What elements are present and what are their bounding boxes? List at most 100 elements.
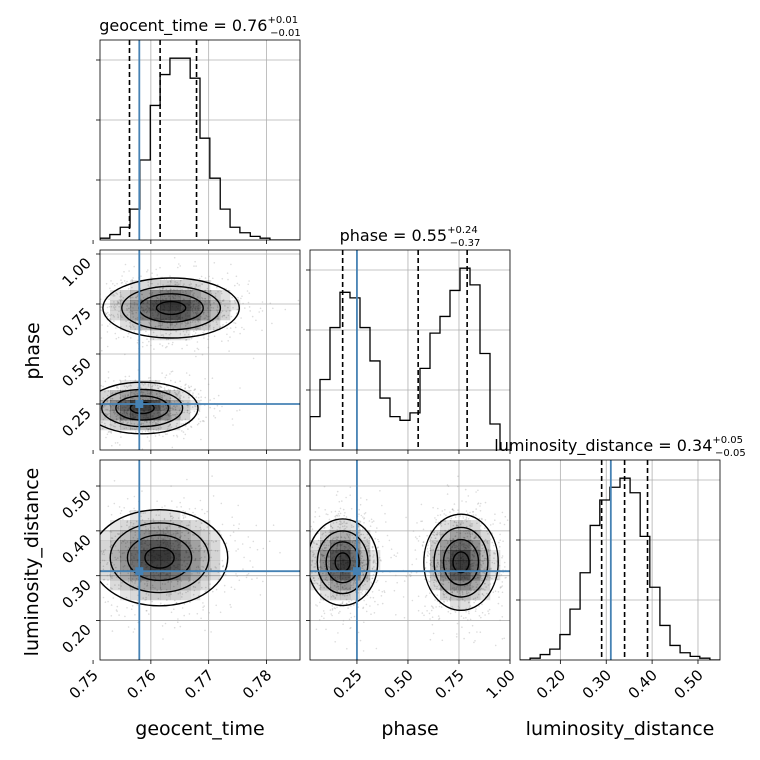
scatter-point [115, 292, 117, 294]
scatter-point [481, 517, 483, 520]
scatter-point [371, 545, 374, 548]
scatter-point [197, 422, 200, 425]
scatter-point [109, 530, 111, 533]
scatter-point [366, 538, 368, 541]
scatter-point [345, 588, 347, 590]
scatter-point [225, 310, 228, 313]
scatter-point [144, 599, 146, 601]
scatter-point [216, 309, 218, 311]
scatter-point [156, 297, 158, 299]
scatter-point [176, 422, 178, 425]
scatter-point [384, 512, 386, 515]
scatter-point [438, 532, 441, 534]
density-cell [100, 540, 111, 551]
scatter-point [136, 538, 139, 540]
scatter-point [295, 532, 297, 534]
scatter-point [121, 316, 123, 319]
scatter-point [188, 508, 191, 510]
scatter-point [128, 525, 131, 528]
scatter-point [239, 332, 241, 335]
scatter-point [111, 444, 113, 447]
density-cell [190, 560, 201, 571]
scatter-point [164, 419, 167, 422]
scatter-point [109, 319, 112, 321]
scatter-point [176, 323, 178, 325]
scatter-point [169, 423, 171, 426]
scatter-point [353, 537, 355, 539]
scatter-point [118, 506, 121, 508]
density-cell [340, 580, 351, 591]
scatter-point [336, 585, 339, 588]
scatter-point [159, 386, 162, 388]
scatter-point [93, 386, 95, 388]
scatter-point [127, 394, 129, 397]
scatter-point [170, 323, 173, 326]
density-cell [170, 290, 181, 301]
scatter-point [341, 522, 344, 525]
scatter-point [323, 526, 326, 529]
scatter-point [179, 380, 181, 383]
scatter-point [469, 587, 472, 589]
scatter-point [160, 602, 162, 605]
scatter-point [363, 513, 366, 515]
scatter-point [219, 410, 221, 412]
scatter-point [66, 311, 68, 313]
scatter-point [189, 411, 192, 414]
scatter-point [155, 514, 158, 516]
scatter-point [117, 390, 119, 392]
scatter-point [166, 345, 168, 348]
density-cell [490, 570, 501, 581]
scatter-point [126, 521, 128, 524]
scatter-point [411, 563, 414, 566]
scatter-point [374, 561, 376, 563]
scatter-point [327, 561, 329, 563]
scatter-point [106, 574, 109, 577]
scatter-point [462, 517, 465, 519]
scatter-point [238, 409, 241, 411]
scatter-point [485, 557, 488, 560]
scatter-point [437, 561, 439, 564]
density-cell [190, 580, 201, 591]
scatter-point [281, 520, 283, 522]
scatter-point [155, 326, 157, 328]
scatter-point [182, 516, 185, 518]
scatter-point [480, 529, 482, 531]
scatter-point [222, 299, 224, 302]
scatter-point [184, 321, 186, 323]
scatter-point [179, 536, 181, 539]
scatter-point [480, 587, 483, 590]
scatter-point [120, 295, 123, 298]
scatter-point [181, 520, 183, 523]
scatter-point [169, 320, 172, 322]
y-tick-label: 0.50 [58, 486, 94, 522]
scatter-point [332, 594, 334, 597]
scatter-point [91, 442, 93, 444]
scatter-point [438, 584, 440, 587]
scatter-point [502, 540, 504, 542]
contour-line [100, 508, 229, 607]
scatter-point [207, 346, 210, 349]
scatter-point [361, 590, 364, 592]
density-cell [350, 560, 361, 571]
scatter-point [102, 565, 105, 568]
scatter-point [432, 541, 434, 543]
scatter-point [117, 404, 120, 407]
scatter-point [367, 545, 370, 547]
scatter-point [445, 546, 448, 548]
scatter-point [204, 629, 206, 632]
scatter-point [305, 598, 307, 600]
scatter-point [87, 395, 89, 397]
panel-body [100, 40, 300, 240]
scatter-point [219, 325, 222, 328]
density-cell [200, 290, 211, 301]
scatter-point [119, 572, 122, 574]
y-tick-label: 0.20 [58, 621, 94, 657]
scatter-point [143, 587, 145, 590]
scatter-point [323, 557, 326, 559]
scatter-point [107, 371, 110, 373]
scatter-point [287, 590, 289, 592]
density-cell [110, 580, 121, 591]
scatter-point [216, 404, 219, 407]
scatter-point [459, 515, 462, 517]
scatter-point [151, 397, 154, 400]
